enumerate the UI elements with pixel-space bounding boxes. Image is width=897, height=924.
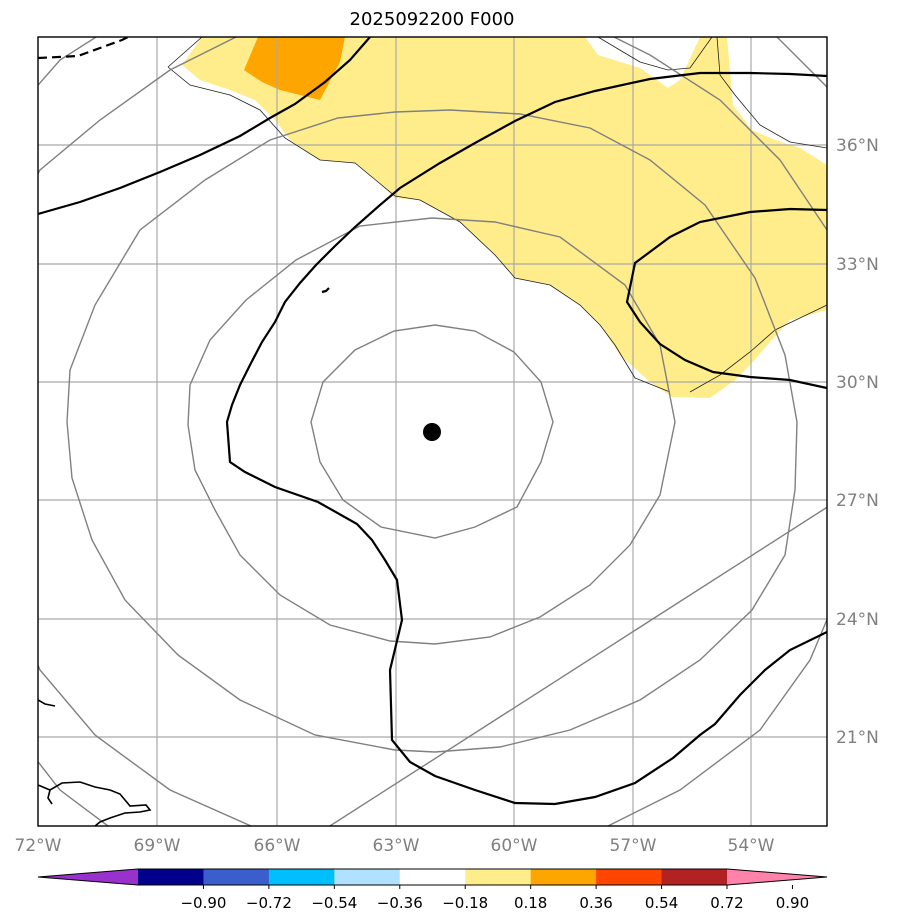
map-title: 2025092200 F000 bbox=[349, 9, 515, 30]
bold-contour-east-loop bbox=[625, 207, 827, 390]
lon-tick-label: 69°W bbox=[134, 836, 181, 856]
thin-contour-east bbox=[597, 37, 827, 393]
colorbar-segment bbox=[596, 869, 663, 885]
colorbar-segment bbox=[465, 869, 532, 885]
lat-tick-label: 21°N bbox=[836, 728, 879, 748]
lon-tick-label: 60°W bbox=[491, 836, 538, 856]
colorbar-segment bbox=[203, 869, 270, 885]
lon-tick-label: 72°W bbox=[15, 836, 62, 856]
colorbar-label: −0.36 bbox=[377, 894, 423, 912]
colorbar-outline bbox=[37, 868, 828, 886]
lon-tick-label: 63°W bbox=[373, 836, 420, 856]
map-frame bbox=[37, 36, 828, 827]
colorbar-segment bbox=[661, 869, 728, 885]
map-area bbox=[38, 37, 827, 826]
colorbar-segment bbox=[530, 869, 597, 885]
colorbar-label: −0.90 bbox=[180, 894, 226, 912]
lat-tick-label: 33°N bbox=[836, 255, 879, 275]
colorbar-label: 0.18 bbox=[514, 894, 547, 912]
colorbar-extend-low bbox=[38, 869, 138, 885]
bold-contour-north bbox=[38, 37, 371, 216]
thin-contour bbox=[167, 37, 671, 393]
lat-tick-label: 36°N bbox=[836, 136, 879, 156]
colorbar-label: −0.18 bbox=[442, 894, 488, 912]
bold-contour-small bbox=[321, 287, 330, 294]
bold-contour-main bbox=[225, 71, 827, 806]
colorbar-label: −0.54 bbox=[311, 894, 357, 912]
coastline bbox=[38, 699, 152, 826]
lon-tick-label: 66°W bbox=[254, 836, 301, 856]
lat-tick-label: 27°N bbox=[836, 491, 879, 511]
colorbar-label: 0.72 bbox=[710, 894, 743, 912]
colorbar-label: 0.54 bbox=[645, 894, 678, 912]
colorbar-segment bbox=[399, 869, 466, 885]
lat-tick-label: 30°N bbox=[836, 373, 879, 393]
colorbar-label: 0.36 bbox=[579, 894, 612, 912]
dashed-contour bbox=[38, 37, 129, 60]
colorbar-label: 0.90 bbox=[776, 894, 809, 912]
colorbar-segment bbox=[334, 869, 401, 885]
lat-tick-label: 24°N bbox=[836, 610, 879, 630]
gridlines bbox=[38, 37, 827, 826]
colorbar-label: −0.72 bbox=[246, 894, 292, 912]
anomaly-fill-light bbox=[182, 37, 827, 398]
colorbar-extend-high bbox=[727, 869, 827, 885]
lon-tick-label: 57°W bbox=[610, 836, 657, 856]
anomaly-fill-orange bbox=[244, 37, 345, 100]
colorbar: −0.90 −0.72 −0.54 −0.36 −0.18 0.18 0.36 0.54 0.7… bbox=[37, 868, 828, 912]
lon-tick-label: 54°W bbox=[728, 836, 775, 856]
storm-center-marker bbox=[423, 423, 441, 441]
colorbar-segment bbox=[138, 869, 204, 885]
lon-tick-labels: 72°W 69°W 66°W 63°W 60°W 57°W 54°W bbox=[15, 836, 775, 856]
lat-tick-labels: 21°N 24°N 27°N 30°N 33°N 36°N bbox=[836, 136, 879, 748]
colorbar-segment bbox=[268, 869, 335, 885]
